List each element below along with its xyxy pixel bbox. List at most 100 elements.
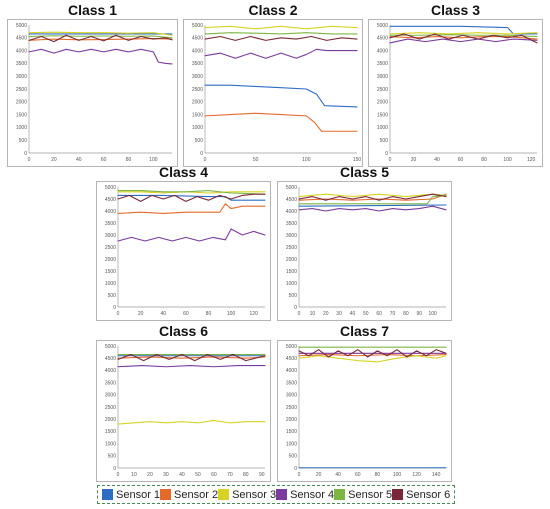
series-line-sensor-1 bbox=[389, 25, 538, 35]
x-tick-label: 80 bbox=[375, 472, 381, 478]
series-line-sensor-2 bbox=[389, 35, 538, 40]
y-tick-label: 500 bbox=[108, 293, 117, 299]
y-tick-label: 5000 bbox=[192, 23, 203, 29]
y-tick-label: 3000 bbox=[16, 74, 27, 80]
chart-class-1: 0500100015002000250030003500400045005000… bbox=[7, 19, 178, 167]
x-tick-label: 60 bbox=[211, 472, 217, 478]
series-line-sensor-4 bbox=[117, 364, 266, 368]
x-tick-label: 90 bbox=[259, 472, 265, 478]
series-line-sensor-2 bbox=[298, 353, 447, 357]
y-tick-label: 3000 bbox=[286, 233, 297, 239]
x-tick-label: 40 bbox=[350, 311, 356, 317]
legend-label-sensor-3: Sensor 3 bbox=[232, 488, 277, 501]
x-tick-label: 60 bbox=[458, 157, 464, 163]
y-tick-label: 4500 bbox=[192, 36, 203, 42]
chart-frame bbox=[96, 340, 271, 482]
chart-frame bbox=[277, 181, 452, 321]
chart-class-5: 0500100015002000250030003500400045005000… bbox=[277, 181, 452, 321]
y-tick-label: 2000 bbox=[192, 100, 203, 106]
chart-class-6: 0500100015002000250030003500400045005000… bbox=[96, 340, 271, 482]
x-tick-label: 80 bbox=[481, 157, 487, 163]
y-tick-label: 1500 bbox=[377, 112, 388, 118]
y-tick-label: 4000 bbox=[105, 209, 116, 215]
y-tick-label: 5000 bbox=[105, 185, 116, 191]
chart-class-3: 0500100015002000250030003500400045005000… bbox=[368, 19, 543, 167]
x-tick-label: 80 bbox=[126, 157, 132, 163]
y-tick-label: 2500 bbox=[192, 87, 203, 93]
y-tick-label: 1500 bbox=[192, 112, 203, 118]
chart-class-4: 0500100015002000250030003500400045005000… bbox=[96, 181, 271, 321]
chart-title-class-2: Class 2 bbox=[248, 2, 298, 18]
y-tick-label: 1000 bbox=[16, 125, 27, 131]
x-tick-label: 40 bbox=[434, 157, 440, 163]
x-tick-label: 0 bbox=[389, 157, 392, 163]
x-tick-label: 60 bbox=[101, 157, 107, 163]
y-tick-label: 3500 bbox=[105, 221, 116, 227]
series-line-sensor-3 bbox=[28, 31, 173, 36]
y-tick-label: 3000 bbox=[286, 393, 297, 399]
y-tick-label: 4500 bbox=[16, 36, 27, 42]
series-line-sensor-4 bbox=[117, 228, 266, 242]
y-tick-label: 2000 bbox=[286, 417, 297, 423]
y-tick-label: 4000 bbox=[377, 48, 388, 54]
series-line-sensor-3 bbox=[117, 419, 266, 425]
y-tick-label: 0 bbox=[385, 151, 388, 157]
y-tick-label: 1000 bbox=[286, 281, 297, 287]
chart-title-class-4: Class 4 bbox=[158, 164, 209, 180]
series-line-sensor-6 bbox=[298, 193, 447, 201]
x-tick-label: 30 bbox=[336, 311, 342, 317]
series-line-sensor-1 bbox=[298, 204, 447, 207]
chart-class-7: 0500100015002000250030003500400045005000… bbox=[277, 340, 452, 482]
chart-frame bbox=[183, 19, 363, 167]
x-tick-label: 0 bbox=[298, 472, 301, 478]
y-tick-label: 2500 bbox=[16, 87, 27, 93]
y-tick-label: 1000 bbox=[286, 441, 297, 447]
legend-label-sensor-2: Sensor 2 bbox=[174, 488, 219, 501]
y-tick-label: 3500 bbox=[377, 61, 388, 67]
y-tick-label: 3000 bbox=[105, 393, 116, 399]
y-tick-label: 4000 bbox=[192, 48, 203, 54]
legend-swatch-sensor-2 bbox=[160, 489, 172, 500]
y-tick-label: 2000 bbox=[105, 417, 116, 423]
x-tick-label: 60 bbox=[376, 311, 382, 317]
series-line-sensor-6 bbox=[298, 349, 447, 358]
x-tick-label: 0 bbox=[28, 157, 31, 163]
y-tick-label: 4000 bbox=[286, 368, 297, 374]
x-tick-label: 40 bbox=[160, 311, 166, 317]
series-line-sensor-4 bbox=[204, 48, 358, 59]
chart-title-class-1: Class 1 bbox=[67, 2, 118, 18]
x-tick-label: 120 bbox=[250, 311, 259, 317]
y-tick-label: 2500 bbox=[105, 405, 116, 411]
x-tick-label: 10 bbox=[131, 472, 137, 478]
y-tick-label: 1500 bbox=[286, 269, 297, 275]
y-tick-label: 1000 bbox=[105, 441, 116, 447]
y-tick-label: 3500 bbox=[105, 380, 116, 386]
x-tick-label: 60 bbox=[355, 472, 361, 478]
x-tick-label: 20 bbox=[51, 157, 57, 163]
y-tick-label: 3500 bbox=[16, 61, 27, 67]
chart-frame bbox=[7, 19, 178, 167]
y-tick-label: 5000 bbox=[286, 185, 297, 191]
y-tick-label: 0 bbox=[200, 151, 203, 157]
x-tick-label: 0 bbox=[204, 157, 207, 163]
chart-title-class-6: Class 6 bbox=[158, 323, 209, 339]
series-line-sensor-5 bbox=[28, 35, 173, 39]
x-tick-label: 50 bbox=[253, 157, 259, 163]
chart-frame bbox=[368, 19, 543, 167]
series-line-sensor-5 bbox=[298, 194, 447, 205]
legend-label-sensor-6: Sensor 6 bbox=[406, 488, 451, 501]
series-line-sensor-6 bbox=[389, 33, 538, 44]
y-tick-label: 2000 bbox=[16, 100, 27, 106]
x-tick-label: 100 bbox=[149, 157, 158, 163]
x-tick-label: 50 bbox=[363, 311, 369, 317]
chart-title-class-5: Class 5 bbox=[339, 164, 390, 180]
legend-label-sensor-4: Sensor 4 bbox=[290, 488, 335, 501]
legend-item-sensor-6: Sensor 6 bbox=[392, 489, 450, 501]
x-tick-label: 80 bbox=[206, 311, 212, 317]
series-line-sensor-5 bbox=[117, 190, 266, 195]
y-tick-label: 3500 bbox=[286, 380, 297, 386]
series-line-sensor-6 bbox=[117, 193, 266, 202]
series-line-sensor-2 bbox=[117, 203, 266, 214]
x-tick-label: 80 bbox=[243, 472, 249, 478]
legend-swatch-sensor-1 bbox=[102, 489, 113, 500]
